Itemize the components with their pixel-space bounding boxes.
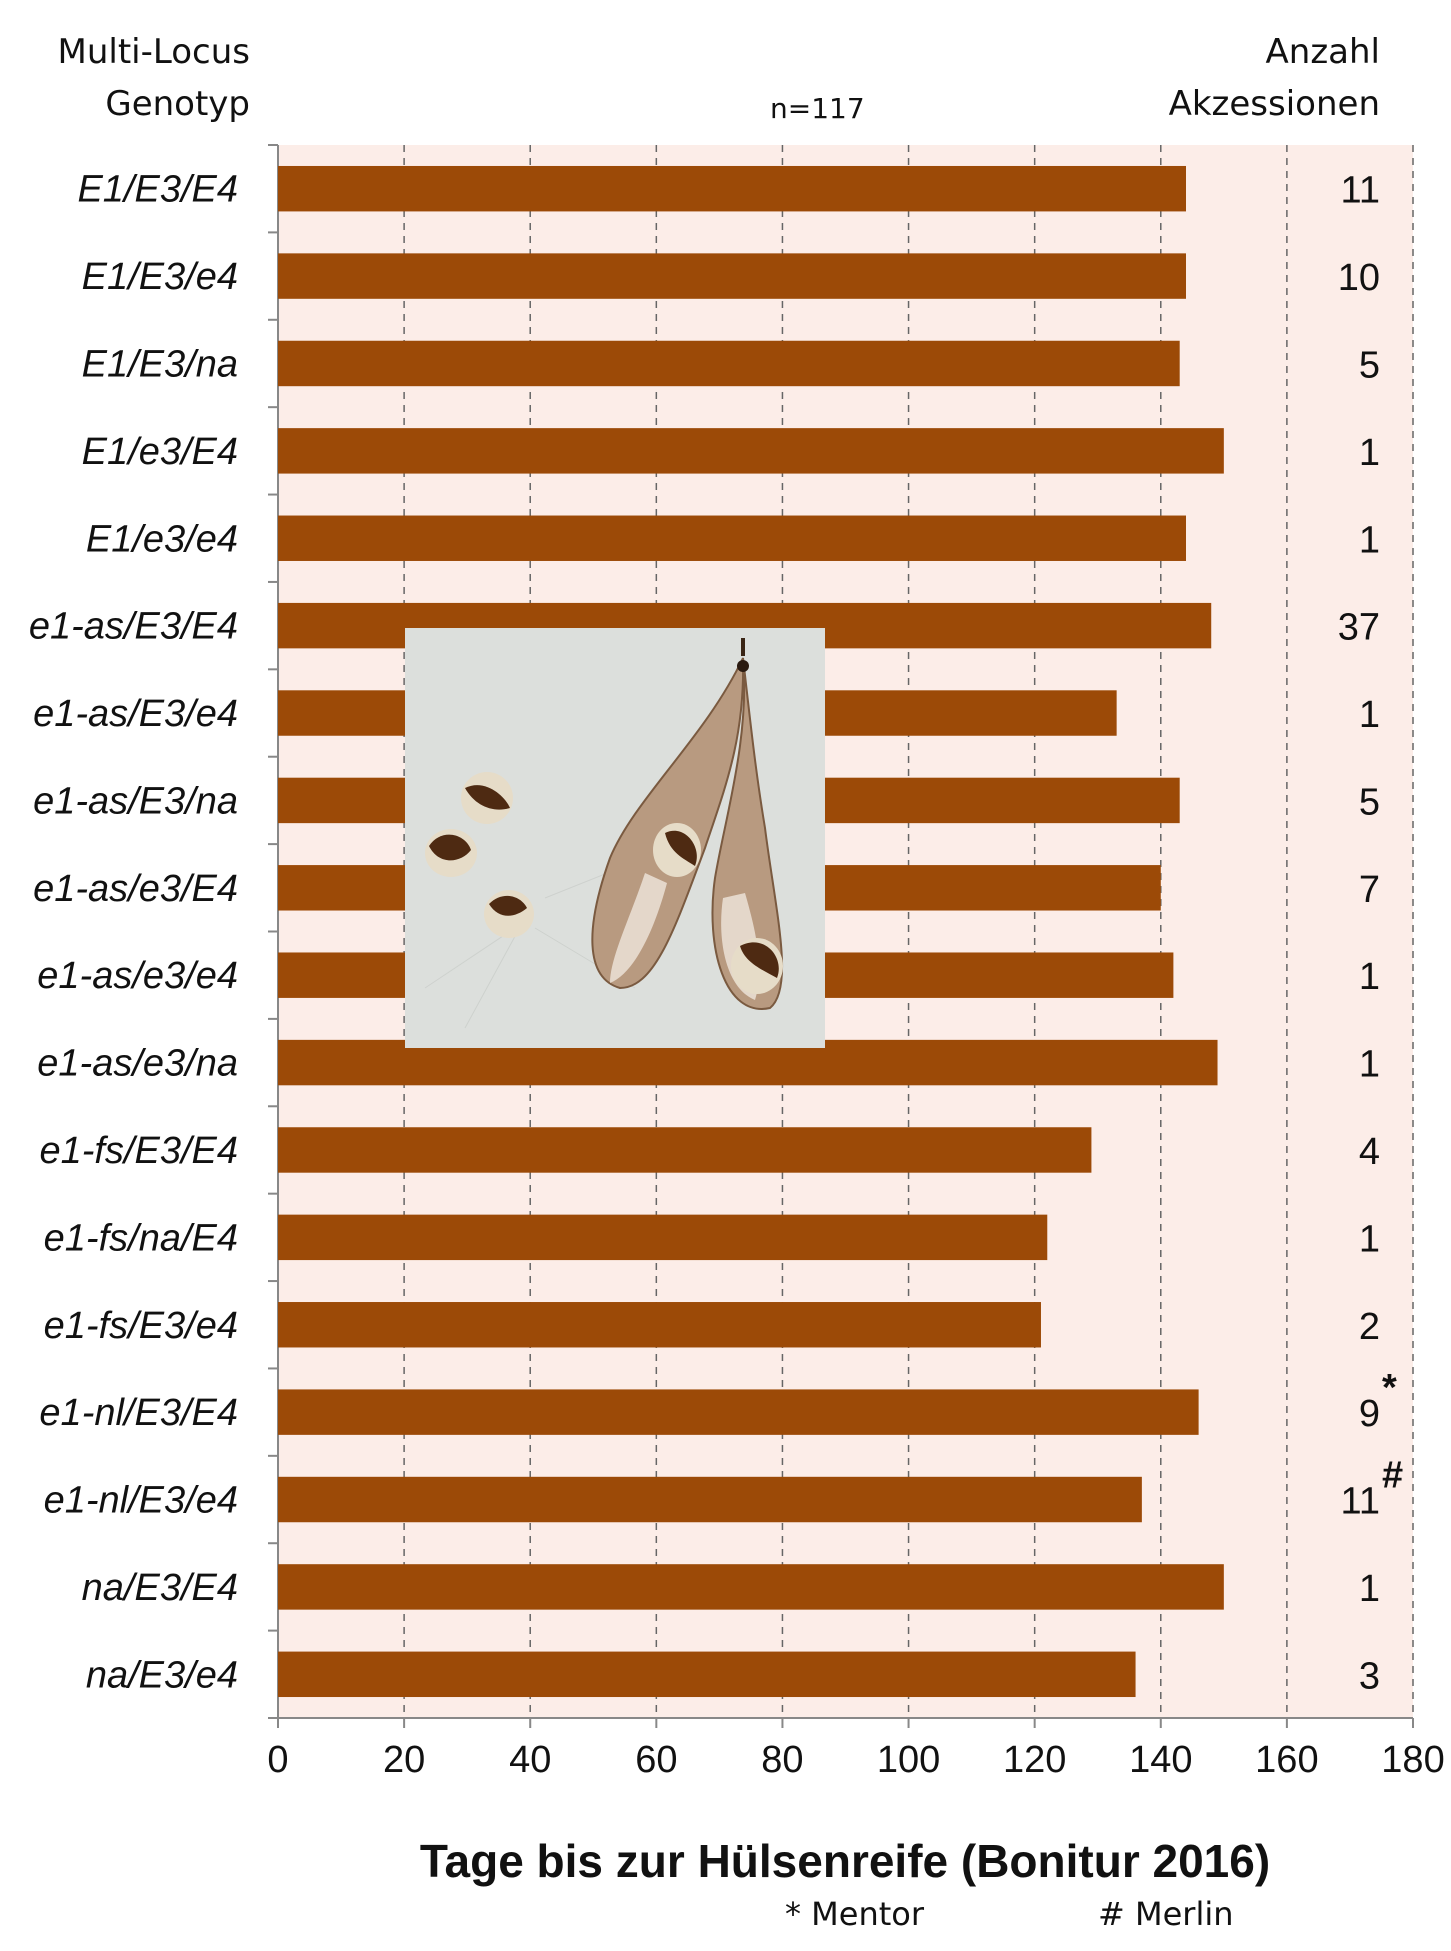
bar — [278, 253, 1186, 299]
count-header-line2: Akzessionen — [1168, 84, 1380, 124]
accession-count: 1 — [1359, 1218, 1380, 1260]
sample-size-label: n=117 — [770, 92, 865, 125]
x-axis-title: Tage bis zur Hülsenreife (Bonitur 2016) — [420, 1835, 1270, 1887]
accession-count: 11 — [1341, 170, 1380, 212]
accession-count: 1 — [1359, 519, 1380, 561]
x-tick-label: 160 — [1255, 1739, 1318, 1781]
x-tick-label: 20 — [383, 1739, 425, 1781]
count-header-line1: Anzahl — [1265, 32, 1380, 72]
count-footnote-mark: # — [1382, 1455, 1403, 1497]
bar — [278, 165, 1186, 212]
category-label: e1-as/e3/E4 — [33, 868, 238, 910]
accession-count: 5 — [1359, 344, 1380, 386]
accession-count: 1 — [1359, 694, 1380, 736]
accession-count: 1 — [1359, 1568, 1380, 1610]
category-label: E1/e3/E4 — [82, 431, 238, 473]
category-label: e1-fs/E3/e4 — [44, 1305, 238, 1347]
bar — [278, 1476, 1142, 1523]
bar — [278, 1127, 1092, 1173]
x-tick-label: 120 — [1003, 1739, 1066, 1781]
accession-count: 37 — [1338, 607, 1380, 649]
category-label: e1-as/E3/E4 — [29, 606, 238, 648]
category-label: e1-nl/E3/e4 — [44, 1480, 238, 1522]
accession-count: 9 — [1359, 1393, 1380, 1435]
category-label: e1-fs/na/E4 — [44, 1217, 238, 1259]
category-label: e1-as/E3/na — [33, 780, 238, 822]
accession-count: 10 — [1338, 257, 1380, 299]
category-label: E1/e3/e4 — [86, 518, 238, 560]
bar — [278, 1214, 1048, 1261]
x-tick-label: 80 — [761, 1739, 803, 1781]
category-label: na/E3/e4 — [86, 1654, 238, 1696]
category-label: e1-nl/E3/E4 — [39, 1392, 238, 1434]
accession-count: 5 — [1359, 781, 1380, 823]
y-axis-header-line2: Genotyp — [105, 84, 250, 124]
bar — [278, 515, 1186, 561]
count-footnote-mark: * — [1382, 1367, 1397, 1409]
category-label: E1/E3/na — [82, 343, 238, 385]
accession-count: 1 — [1359, 956, 1380, 998]
accession-count: 2 — [1359, 1306, 1380, 1348]
bar — [278, 1564, 1224, 1610]
y-axis-header: Multi-Locus Genotyp — [30, 26, 250, 130]
accession-count: 4 — [1359, 1131, 1380, 1173]
soybean-photo — [405, 628, 825, 1048]
category-label: na/E3/E4 — [82, 1567, 238, 1609]
x-tick-label: 40 — [509, 1739, 551, 1781]
x-tick-label: 60 — [635, 1739, 677, 1781]
bar — [278, 340, 1180, 387]
accession-count: 11 — [1341, 1481, 1380, 1523]
y-axis-header-line1: Multi-Locus — [57, 32, 250, 72]
x-tick-label: 140 — [1129, 1739, 1192, 1781]
accession-count: 7 — [1359, 869, 1380, 911]
x-tick-label: 0 — [267, 1739, 288, 1781]
footnote-mentor: * Mentor — [785, 1895, 925, 1933]
x-tick-label: 100 — [877, 1739, 940, 1781]
x-tick-label: 180 — [1381, 1739, 1444, 1781]
bar — [278, 1302, 1041, 1348]
category-label: E1/E3/e4 — [82, 256, 238, 298]
category-label: e1-as/E3/e4 — [33, 693, 238, 735]
category-label: e1-as/e3/e4 — [37, 955, 238, 997]
category-label: e1-as/e3/na — [37, 1043, 238, 1085]
count-column-header: Anzahl Akzessionen — [1140, 26, 1380, 130]
accession-count: 3 — [1359, 1655, 1380, 1697]
bar — [278, 1651, 1136, 1698]
category-label: E1/E3/E4 — [77, 169, 238, 211]
footnote-merlin: # Merlin — [1098, 1895, 1234, 1933]
category-label: e1-fs/E3/E4 — [39, 1130, 238, 1172]
accession-count: 1 — [1359, 1044, 1380, 1086]
bar — [278, 428, 1224, 474]
bar — [278, 1389, 1199, 1435]
accession-count: 1 — [1359, 432, 1380, 474]
